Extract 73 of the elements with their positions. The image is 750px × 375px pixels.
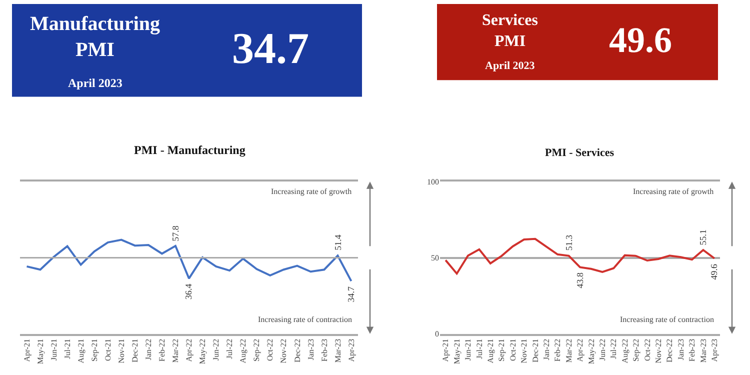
x-tick-label: Jul-21 — [62, 338, 72, 359]
x-tick-label: Sep-21 — [497, 338, 506, 362]
x-tick-label: Oct-21 — [103, 338, 112, 362]
x-tick-label: Apr-21 — [22, 338, 32, 362]
x-tick-label: Dec-21 — [530, 338, 540, 362]
x-tick-label: Nov-22 — [654, 338, 663, 364]
x-tick-label: Feb-23 — [688, 338, 697, 362]
data-label: 34.7 — [346, 286, 356, 302]
x-tick-label: Jan-23 — [306, 338, 316, 360]
x-tick-label: Jan-22 — [542, 338, 551, 360]
annotation: Increasing rate of contraction — [258, 315, 352, 324]
x-tick-label: Nov-22 — [279, 338, 288, 364]
x-tick-label: Mar-23 — [698, 338, 708, 363]
data-label: 36.4 — [184, 283, 194, 300]
x-tick-label: Oct-21 — [508, 338, 518, 362]
x-tick-label: Dec-21 — [130, 338, 140, 362]
x-tick-label: Jul-22 — [609, 338, 618, 359]
x-tick-label: Mar-23 — [333, 338, 342, 363]
x-tick-label: Jun-21 — [49, 338, 58, 361]
y-tick-label: 0 — [435, 330, 439, 339]
x-tick-label: Apr-23 — [710, 338, 719, 362]
text: April 2023 — [485, 60, 536, 72]
x-tick-label: Mar-22 — [171, 338, 180, 363]
x-tick-label: Feb-23 — [320, 338, 329, 362]
x-tick-label: Dec-22 — [292, 338, 302, 362]
data-label: 55.1 — [698, 229, 708, 246]
x-tick-label: Oct-22 — [266, 338, 275, 362]
annotation: Increasing rate of contraction — [620, 315, 714, 324]
x-tick-label: Jun-22 — [598, 338, 607, 361]
chart-title: PMI - Services — [545, 147, 615, 159]
x-tick-label: May-22 — [586, 338, 596, 364]
annotation: Increasing rate of growth — [633, 187, 714, 196]
text: April 2023 — [68, 76, 122, 90]
text: 34.7 — [232, 24, 309, 73]
data-label: 51.3 — [564, 234, 574, 251]
x-tick-label: Jun-21 — [464, 338, 473, 361]
x-tick-label: Feb-22 — [553, 338, 562, 362]
x-tick-label: Apr-23 — [346, 338, 356, 362]
x-tick-label: Jul-22 — [225, 338, 234, 359]
x-tick-label: Aug-21 — [486, 338, 495, 364]
text: 49.6 — [609, 20, 672, 60]
x-tick-label: Nov-21 — [520, 338, 529, 364]
x-tick-label: Nov-21 — [117, 338, 126, 364]
x-tick-label: Aug-22 — [238, 338, 248, 364]
x-tick-label: Aug-22 — [620, 338, 630, 364]
x-tick-label: Feb-22 — [158, 338, 167, 362]
x-tick-label: Sep-22 — [632, 338, 641, 362]
x-tick-label: Aug-21 — [76, 338, 86, 364]
data-label: 43.8 — [574, 272, 585, 288]
x-tick-label: Sep-22 — [252, 338, 262, 362]
data-label: 49.6 — [709, 264, 720, 280]
x-tick-label: May-22 — [198, 338, 208, 364]
data-label: 57.8 — [170, 225, 181, 242]
x-tick-label: Oct-22 — [642, 338, 652, 362]
text: Services PMI — [482, 12, 538, 50]
y-tick-label: 50 — [431, 254, 439, 263]
data-label: 51.4 — [333, 234, 344, 250]
x-tick-label: Sep-21 — [90, 338, 99, 362]
chart-title: PMI - Manufacturing — [134, 143, 246, 157]
text: Manufacturing PMI — [30, 13, 160, 61]
x-tick-label: Dec-22 — [665, 338, 674, 362]
x-tick-label: Apr-22 — [576, 338, 585, 362]
x-tick-label: Apr-21 — [441, 338, 450, 362]
x-tick-label: Jun-22 — [212, 338, 221, 361]
annotation: Increasing rate of growth — [271, 187, 352, 196]
x-tick-label: May-21 — [36, 338, 45, 364]
x-tick-label: Mar-22 — [564, 338, 574, 363]
y-tick-label: 100 — [427, 177, 439, 186]
x-tick-label: Jan-22 — [144, 338, 154, 360]
x-tick-label: Apr-22 — [184, 338, 194, 362]
x-tick-label: May-21 — [452, 338, 462, 364]
x-tick-label: Jul-21 — [474, 338, 484, 359]
x-tick-label: Jan-23 — [676, 338, 686, 360]
